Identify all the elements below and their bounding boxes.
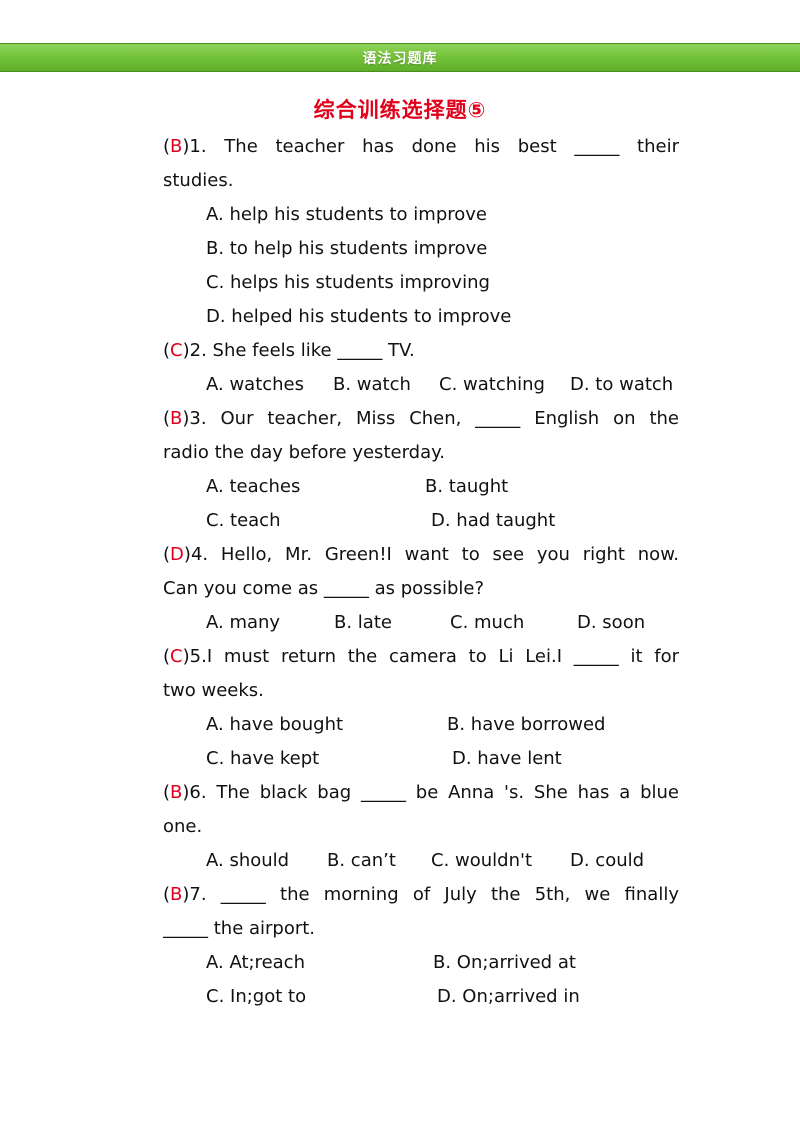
question-4-line-1: (D)4. Hello, Mr. Green!I want to see you… [163,544,679,565]
option-d: D. have lent [452,748,562,769]
question-3-line-2: radio the day before yesterday. [163,442,445,463]
question-list: (B)1. The teacher has done his best ____… [163,130,679,1014]
option-c: C. watching [439,374,545,395]
option-b: B. to help his students improve [206,238,488,259]
options-row: A. should B. can’t C. wouldn't D. could [163,844,679,878]
options-row: C. In;got to D. On;arrived in [163,980,679,1014]
header-title: 语法习题库 [362,50,438,67]
option-d: D. soon [577,612,646,633]
answer-key: B [170,884,183,905]
question-6-line-1: (B)6. The black bag _____ be Anna 's. Sh… [163,782,679,803]
options-row: C. helps his students improving [163,266,679,300]
options-row: A. teaches B. taught [163,470,679,504]
option-d: D. helped his students to improve [206,306,512,327]
option-d: D. could [570,850,645,871]
question-5-line-2: two weeks. [163,680,264,701]
options-row: C. have kept D. have lent [163,742,679,776]
question-1-line-2: studies. [163,170,234,191]
question-3-line-1: (B)3. Our teacher, Miss Chen, _____ Engl… [163,408,679,429]
option-b: B. taught [425,476,509,497]
option-d: D. had taught [431,510,556,531]
answer-key: C [170,340,183,361]
option-a: A. should [206,850,290,871]
question-4-line-2: Can you come as _____ as possible? [163,578,484,599]
option-a: A. teaches [206,476,301,497]
options-row: A. At;reach B. On;arrived at [163,946,679,980]
question-2: (C)2. She feels like _____ TV. A. watche… [163,334,679,402]
question-7-line-2: _____ the airport. [163,918,316,939]
answer-key: D [170,544,184,565]
question-4: (D)4. Hello, Mr. Green!I want to see you… [163,538,679,640]
option-b: B. can’t [327,850,396,871]
option-c: C. In;got to [206,986,307,1007]
options-row: B. to help his students improve [163,232,679,266]
question-text: 5.I must return the camera to Li Lei.I _… [189,646,679,667]
option-d: D. to watch [570,374,674,395]
option-a: A. At;reach [206,952,305,973]
option-b: B. watch [333,374,411,395]
question-1-line-1: (B)1. The teacher has done his best ____… [163,136,679,157]
options-row: A. have bought B. have borrowed [163,708,679,742]
question-text: 1. The teacher has done his best _____ t… [189,136,679,157]
option-a: A. have bought [206,714,344,735]
option-c: C. teach [206,510,281,531]
answer-key: B [170,782,183,803]
question-7: (B)7. _____ the morning of July the 5th,… [163,878,679,1014]
options-row: C. teach D. had taught [163,504,679,538]
question-5-line-1: (C)5.I must return the camera to Li Lei.… [163,646,679,667]
page-title: 综合训练选择题⑤ [313,98,487,122]
answer-key: B [170,136,183,157]
option-b: B. late [334,612,392,633]
question-7-line-1: (B)7. _____ the morning of July the 5th,… [163,884,679,905]
question-text: 7. _____ the morning of July the 5th, we… [189,884,679,905]
option-a: A. help his students to improve [206,204,487,225]
question-text: 6. The black bag _____ be Anna 's. She h… [189,782,679,803]
option-b: B. On;arrived at [433,952,576,973]
question-text: 2. She feels like _____ TV. [189,340,415,361]
question-6-line-2: one. [163,816,203,837]
question-text: 3. Our teacher, Miss Chen, _____ English… [189,408,679,429]
options-row: A. many B. late C. much D. soon [163,606,679,640]
option-c: C. have kept [206,748,320,769]
option-c: C. helps his students improving [206,272,490,293]
option-a: A. many [206,612,281,633]
option-c: C. much [450,612,525,633]
question-3: (B)3. Our teacher, Miss Chen, _____ Engl… [163,402,679,538]
options-row: A. help his students to improve [163,198,679,232]
question-5: (C)5.I must return the camera to Li Lei.… [163,640,679,776]
option-a: A. watches [206,374,305,395]
answer-key: C [170,646,183,667]
option-c: C. wouldn't [431,850,532,871]
question-1: (B)1. The teacher has done his best ____… [163,130,679,334]
options-row: D. helped his students to improve [163,300,679,334]
question-6: (B)6. The black bag _____ be Anna 's. Sh… [163,776,679,878]
options-row: A. watches B. watch C. watching D. to wa… [163,368,679,402]
option-b: B. have borrowed [447,714,606,735]
question-2-line-1: (C)2. She feels like _____ TV. [163,340,415,361]
answer-key: B [170,408,183,429]
header-bar: 语法习题库 [0,43,800,72]
question-text: 4. Hello, Mr. Green!I want to see you ri… [190,544,679,565]
option-d: D. On;arrived in [437,986,580,1007]
